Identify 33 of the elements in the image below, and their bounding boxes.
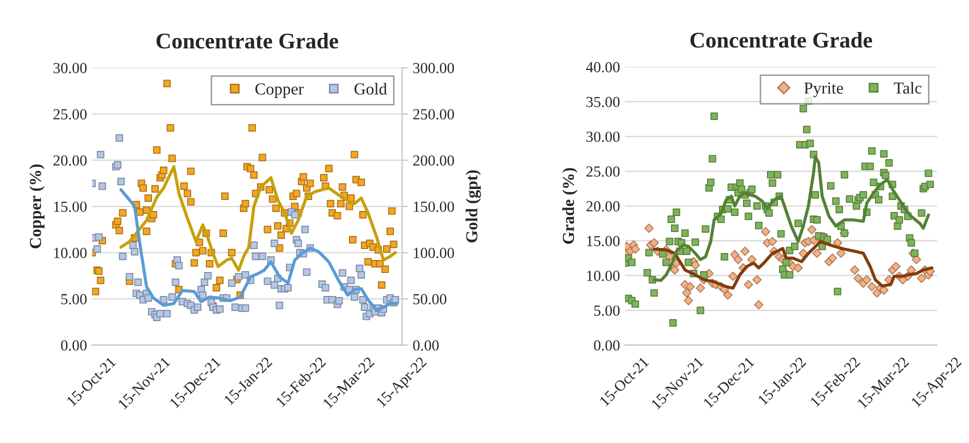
legend-label: Talc	[894, 82, 922, 94]
y2-tick-label: 300.00	[413, 62, 454, 74]
y-tick-label: 20.00	[53, 155, 87, 166]
y-tick-label: 30.00	[586, 132, 620, 142]
y-tick-label: 10.00	[587, 270, 620, 282]
y-tick-label: 20.00	[586, 201, 620, 212]
y-tick-label: 5.00	[61, 294, 87, 304]
y-axis-title: Copper (%)	[29, 164, 44, 248]
y2-tick-label: 50.00	[413, 294, 446, 304]
y-tick-label: 10.00	[54, 248, 87, 258]
y-tick-label: 0.00	[594, 340, 620, 351]
y2-tick-label: 150.00	[414, 202, 454, 212]
y2-tick-label: 200.00	[413, 155, 454, 166]
chart-title: Concentrate Grade	[690, 32, 872, 48]
y2-tick-label: 250.00	[413, 109, 454, 120]
y-tick-label: 15.00	[54, 202, 87, 212]
y-tick-label: 25.00	[586, 166, 620, 177]
y-tick-label: 40.00	[586, 62, 620, 72]
y-tick-label: 30.00	[54, 62, 87, 74]
y2-axis-title: Gold (gpt)	[466, 170, 481, 242]
y2-tick-label: 100.00	[414, 248, 454, 258]
y-tick-label: 25.00	[53, 109, 87, 120]
legend-label: Gold	[354, 82, 387, 95]
y-tick-label: 35.00	[586, 96, 620, 108]
y-tick-label: 0.00	[61, 340, 87, 351]
line-series	[119, 165, 397, 272]
y2-tick-label: 0.00	[413, 340, 439, 351]
legend-label: Pyrite	[804, 82, 844, 98]
y-axis-title: Grade (%)	[562, 168, 578, 244]
legend-label: Copper	[255, 83, 304, 98]
y-tick-label: 15.00	[587, 236, 620, 246]
y-tick-label: 5.00	[594, 305, 620, 316]
chart-title: Concentrate Grade	[156, 32, 338, 49]
